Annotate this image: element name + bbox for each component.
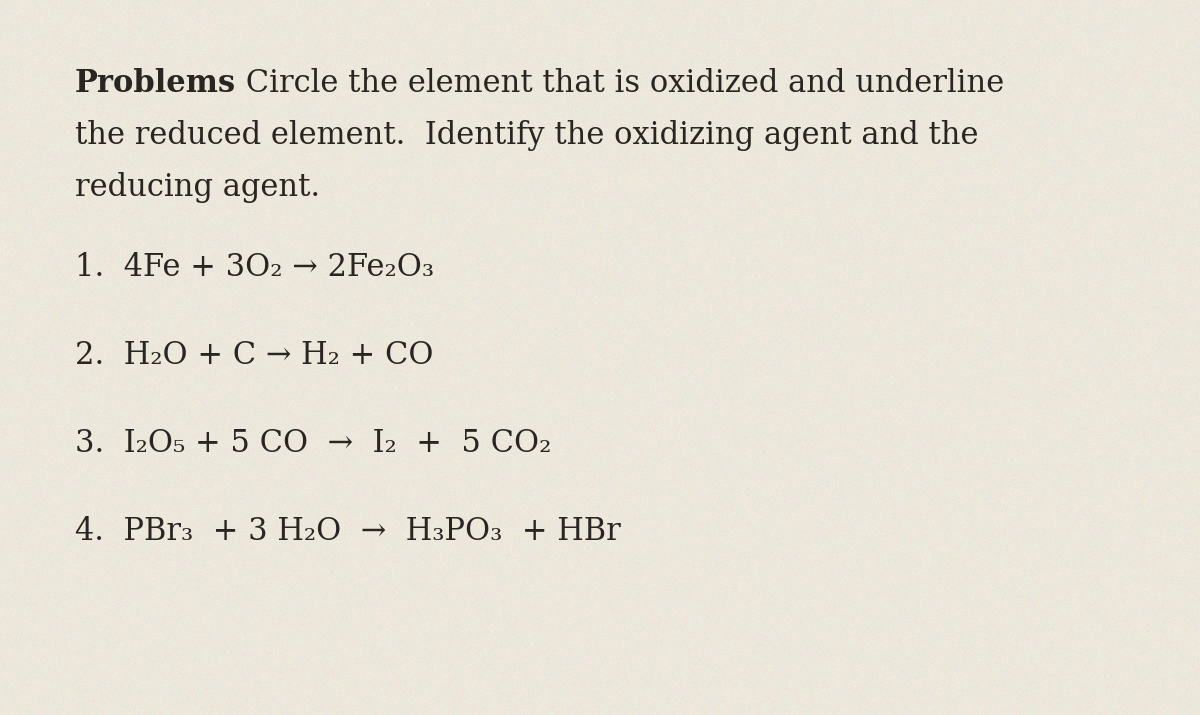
Text: Problems: Problems — [74, 68, 236, 99]
Text: the reduced element.  Identify the oxidizing agent and the: the reduced element. Identify the oxidiz… — [74, 120, 978, 151]
Text: Circle the element that is oxidized and underline: Circle the element that is oxidized and … — [236, 68, 1004, 99]
Text: 3.  I₂O₅ + 5 CO  →  I₂  +  5 CO₂: 3. I₂O₅ + 5 CO → I₂ + 5 CO₂ — [74, 428, 551, 459]
Text: reducing agent.: reducing agent. — [74, 172, 320, 203]
Text: 1.  4Fe + 3O₂ → 2Fe₂O₃: 1. 4Fe + 3O₂ → 2Fe₂O₃ — [74, 252, 434, 283]
Text: 2.  H₂O + C → H₂ + CO: 2. H₂O + C → H₂ + CO — [74, 340, 433, 371]
Text: 4.  PBr₃  + 3 H₂O  →  H₃PO₃  + HBr: 4. PBr₃ + 3 H₂O → H₃PO₃ + HBr — [74, 516, 620, 547]
